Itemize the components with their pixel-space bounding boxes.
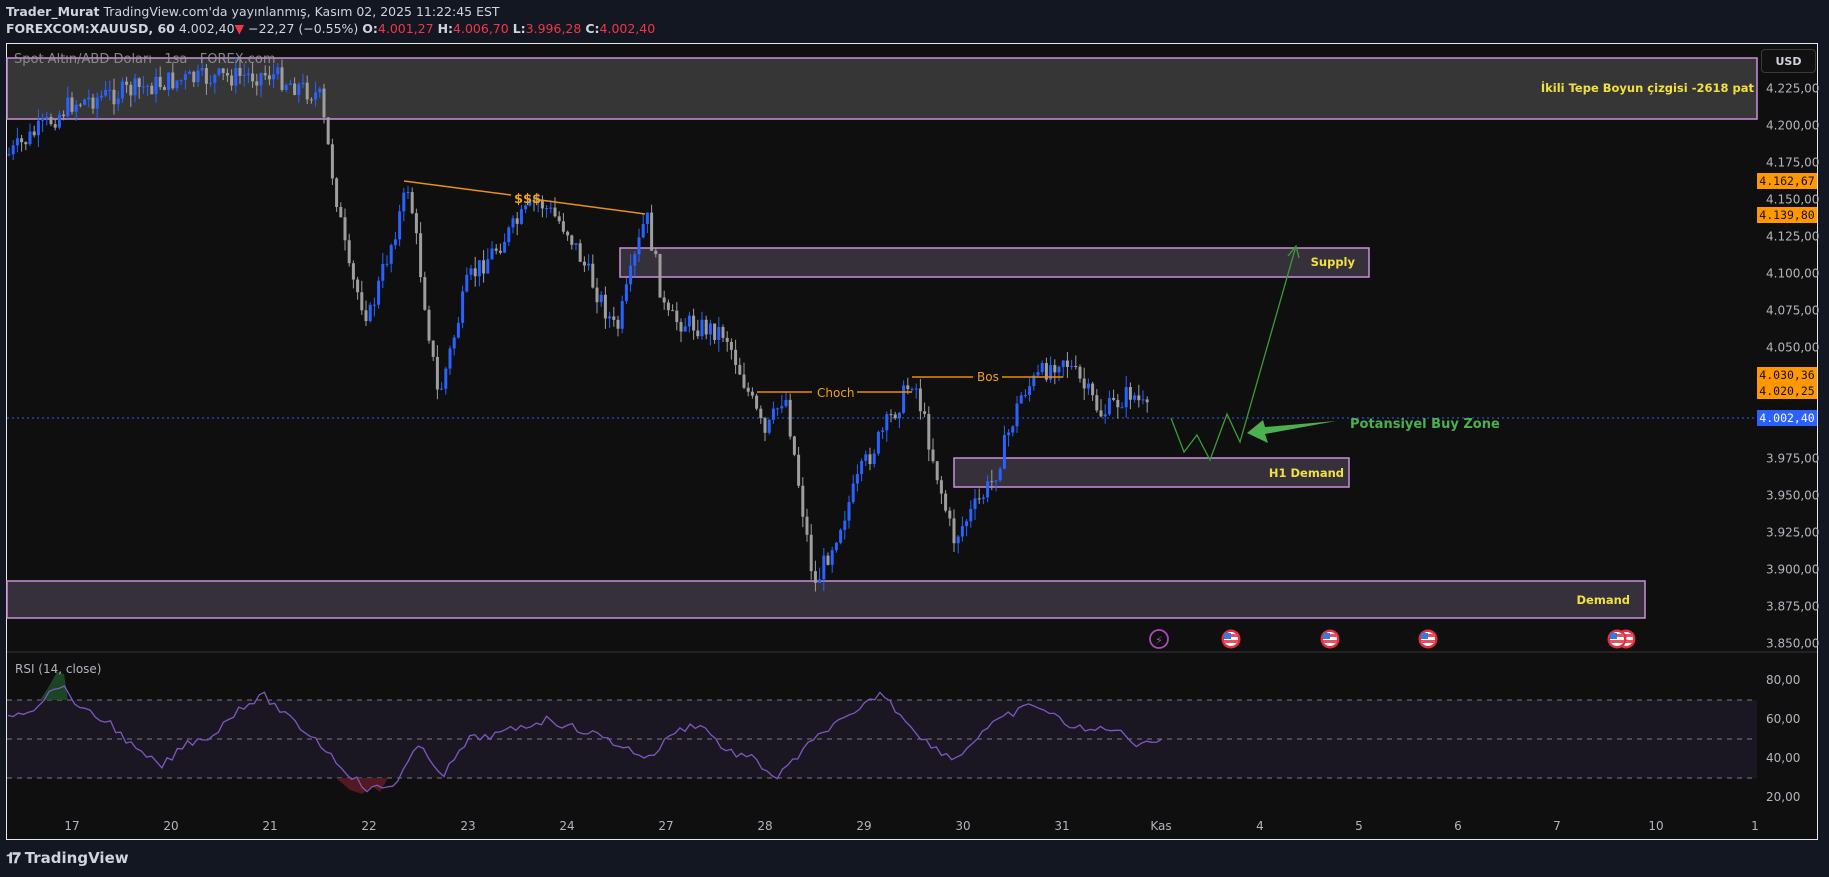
price-tag: 4.020,25 [1757, 383, 1817, 399]
price-tick-label: 4.050,00 [1766, 341, 1819, 355]
time-tick-label: 21 [262, 819, 277, 833]
publish-info: Trader_Murat TradingView.com'da yayınlan… [6, 4, 500, 19]
us-flag-event-icon[interactable] [1607, 629, 1636, 649]
price-tick-label: 3.850,00 [1766, 637, 1819, 651]
open-label: O: [362, 21, 378, 36]
price-tick-label: 4.150,00 [1766, 193, 1819, 207]
price-tick-label: 4.200,00 [1766, 119, 1819, 133]
open-value: 4.001,27 [377, 21, 434, 36]
time-tick-label: 28 [757, 819, 772, 833]
time-tick-label: 5 [1355, 819, 1363, 833]
svg-text:⚡: ⚡ [1155, 634, 1163, 647]
projection-path[interactable] [1170, 245, 1297, 462]
down-arrow-icon: ▼ [234, 21, 245, 36]
symbol-legend: FOREXCOM:XAUUSD, 60 4.002,40▼ −22,27 (−0… [6, 21, 655, 36]
time-tick-label: 1 [1751, 819, 1759, 833]
author-name[interactable]: Trader_Murat [6, 4, 100, 19]
high-value: 4.006,70 [453, 21, 509, 36]
price-axis[interactable]: 4.225,00 4.200,00 4.175,00 4.150,00 4.125,00… [1766, 82, 1819, 651]
symbol-name: FOREXCOM:XAUUSD, 60 [6, 21, 175, 36]
us-flag-event-icon[interactable] [1418, 629, 1438, 649]
rsi-legend[interactable]: RSI (14, close) [15, 662, 102, 676]
time-tick-label: 20 [163, 819, 178, 833]
time-tick-label: 4 [1256, 819, 1264, 833]
rsi-overbought-fill [40, 672, 68, 700]
current-price-tag: 4.002,40 [1757, 410, 1817, 426]
buy-zone-arrow-icon[interactable] [1247, 420, 1336, 443]
time-tick-label: 29 [856, 819, 871, 833]
time-tick-label: 23 [460, 819, 475, 833]
time-tick-label: Kas [1150, 819, 1171, 833]
rsi-tick-label: 60,00 [1766, 712, 1800, 726]
publish-date: TradingView.com'da yayınlanmış, Kasım 02… [103, 4, 500, 19]
event-icons[interactable]: ⚡ [1149, 629, 1636, 649]
bos-label: Bos [977, 370, 999, 384]
demand-zone[interactable] [6, 580, 1646, 619]
low-label: L: [512, 21, 526, 36]
us-flag-event-icon[interactable] [1221, 629, 1241, 649]
time-tick-label: 30 [955, 819, 970, 833]
supply-zone[interactable] [619, 247, 1370, 278]
projection-arrowhead-icon [1287, 244, 1300, 259]
rsi-tick-label: 20,00 [1766, 790, 1800, 804]
time-tick-label: 31 [1054, 819, 1069, 833]
chart-watermark: Spot Altın/ABD Doları · 1sa · FOREX.com [14, 52, 276, 67]
choch-label: Choch [817, 386, 855, 400]
us-flag-event-icon[interactable] [1320, 629, 1340, 649]
price-tick-label: 4.125,00 [1766, 230, 1819, 244]
price-tick-label: 3.950,00 [1766, 489, 1819, 503]
currency-button[interactable]: USD [1761, 49, 1816, 73]
lightning-event-icon[interactable] [1149, 629, 1169, 649]
tv-logo-icon: 𝟏𝟕 [6, 849, 21, 867]
liquidity-label: $$$ [514, 192, 541, 207]
time-tick-label: 24 [559, 819, 574, 833]
price-tick-label: 4.175,00 [1766, 156, 1819, 170]
time-tick-label: 17 [64, 819, 79, 833]
time-axis[interactable]: 17 20 21 22 23 24 27 28 29 30 31 Kas 4 5 6 7 10 1 [64, 819, 1758, 833]
rsi-tick-label: 80,00 [1766, 673, 1800, 687]
tradingview-logo[interactable]: 𝟏𝟕 TradingView [6, 849, 129, 867]
time-tick-label: 27 [658, 819, 673, 833]
price-change: −22,27 (−0.55%) [248, 21, 359, 36]
price-tick-label: 4.225,00 [1766, 82, 1819, 96]
liquidity-trendline[interactable] [403, 180, 512, 196]
price-tick-label: 3.875,00 [1766, 600, 1819, 614]
last-price: 4.002,40 [178, 21, 235, 36]
rsi-line [7, 685, 1163, 793]
price-tag: 4.030,36 [1757, 367, 1817, 383]
low-value: 3.996,28 [525, 21, 582, 36]
time-tick-label: 22 [361, 819, 376, 833]
price-tick-label: 4.100,00 [1766, 267, 1819, 281]
candlesticks [7, 57, 1149, 592]
price-tag: 4.162,67 [1757, 173, 1817, 189]
h1-demand-zone[interactable] [953, 457, 1350, 488]
price-tag: 4.139,80 [1757, 207, 1817, 223]
h1-demand-label: H1 Demand [1269, 466, 1344, 480]
time-tick-label: 10 [1648, 819, 1663, 833]
price-tick-label: 3.900,00 [1766, 563, 1819, 577]
buy-zone-label: Potansiyel Buy Zone [1350, 417, 1500, 432]
liquidity-trendline-2[interactable] [539, 199, 646, 215]
time-tick-label: 6 [1454, 819, 1462, 833]
neckline-label: İkili Tepe Boyun çizgisi -2618 pat [1541, 80, 1755, 95]
rsi-tick-label: 40,00 [1766, 751, 1800, 765]
high-label: H: [437, 21, 454, 36]
price-tick-label: 4.075,00 [1766, 304, 1819, 318]
brand-name: TradingView [24, 849, 129, 867]
demand-label: Demand [1576, 593, 1630, 607]
price-tick-label: 3.975,00 [1766, 452, 1819, 466]
price-tick-label: 3.925,00 [1766, 526, 1819, 540]
close-label: C: [585, 21, 600, 36]
rsi-axis[interactable]: 80,00 60,00 40,00 20,00 [1766, 673, 1800, 804]
supply-label: Supply [1311, 255, 1356, 269]
close-value: 4.002,40 [599, 21, 656, 36]
time-tick-label: 7 [1553, 819, 1561, 833]
